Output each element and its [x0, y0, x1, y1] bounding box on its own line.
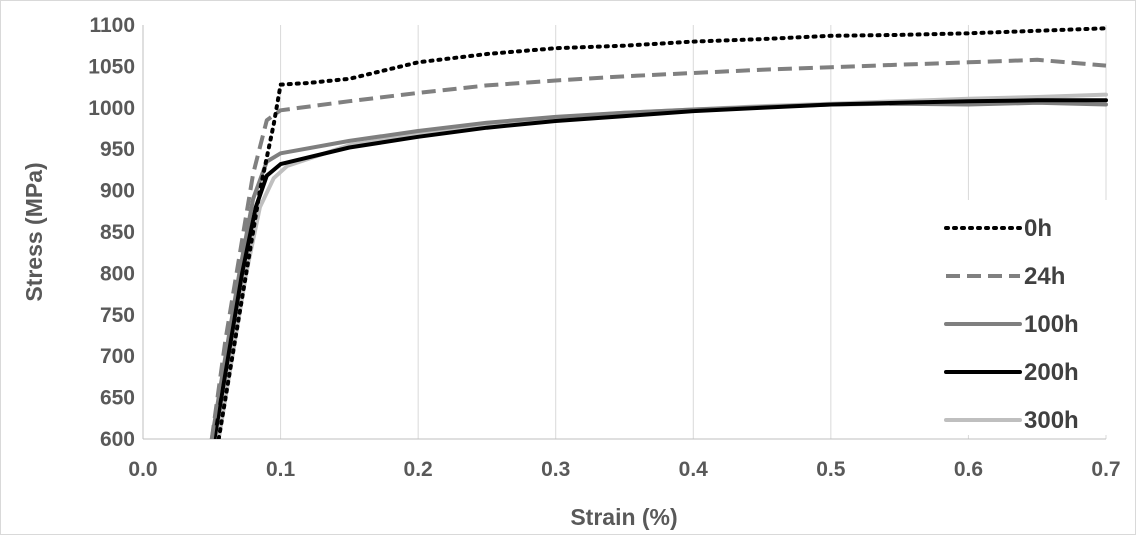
y-tick-label: 850 — [100, 221, 135, 244]
legend: 0h 24h 100h 200h 300h — [935, 200, 1115, 435]
y-tick-label: 750 — [100, 304, 135, 327]
y-tick-label: 900 — [100, 180, 135, 203]
x-tick-label: 0.2 — [404, 458, 433, 481]
y-tick-label: 600 — [100, 428, 135, 451]
legend-label-0h: 0h — [1024, 215, 1052, 242]
x-tick-label: 0.3 — [541, 458, 570, 481]
y-tick-label: 1100 — [89, 14, 135, 37]
x-tick-label: 0.0 — [128, 458, 157, 481]
x-tick-label: 0.5 — [816, 458, 846, 481]
x-tick-label: 0.1 — [266, 458, 296, 481]
x-axis-title: Strain (%) — [570, 504, 677, 530]
legend-label-200h: 200h — [1024, 359, 1079, 386]
y-tick-label: 1000 — [88, 97, 135, 120]
y-tick-label: 650 — [100, 387, 135, 410]
y-tick-label: 800 — [100, 262, 135, 285]
y-tick-label: 700 — [100, 345, 135, 368]
legend-label-100h: 100h — [1024, 311, 1079, 338]
y-tick-label: 1050 — [88, 55, 135, 78]
y-tick-label: 950 — [100, 138, 135, 161]
legend-label-24h: 24h — [1024, 263, 1065, 290]
legend-label-300h: 300h — [1024, 407, 1079, 434]
x-tick-label: 0.7 — [1091, 458, 1120, 481]
y-axis-title: Stress (MPa) — [21, 162, 47, 301]
x-tick-label: 0.4 — [679, 458, 709, 481]
x-tick-label: 0.6 — [954, 458, 983, 481]
